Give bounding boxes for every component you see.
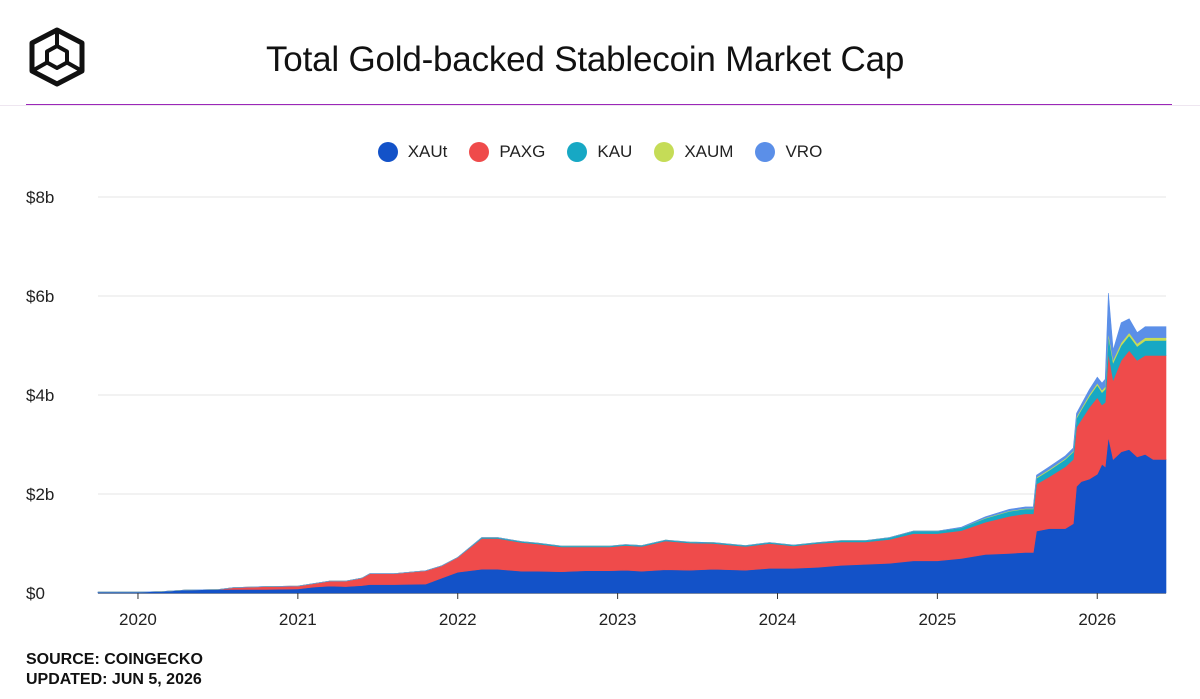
cube-logo-icon bbox=[29, 27, 85, 87]
legend-label: KAU bbox=[597, 142, 633, 161]
legend-label: XAUt bbox=[407, 142, 448, 161]
legend-swatch bbox=[755, 142, 776, 162]
legend-item-kau: KAU bbox=[567, 142, 632, 162]
x-tick-label: 2024 bbox=[759, 610, 797, 629]
source-label: SOURCE: COINGECKO bbox=[26, 651, 203, 668]
chart-legend: XAUt PAXG KAU XAUM VRO bbox=[0, 142, 1200, 162]
x-tick-label: 2023 bbox=[599, 610, 637, 629]
legend-swatch bbox=[377, 142, 398, 162]
y-tick-label: $8b bbox=[26, 188, 54, 207]
series-areas bbox=[97, 292, 1167, 594]
legend-label: PAXG bbox=[499, 142, 546, 161]
legend-label: XAUM bbox=[684, 142, 734, 161]
legend-swatch bbox=[567, 142, 588, 162]
legend-swatch bbox=[654, 142, 675, 162]
x-tick-label: 2025 bbox=[918, 610, 956, 629]
legend-item-paxg: PAXG bbox=[469, 142, 545, 162]
legend-item-vro: VRO bbox=[755, 142, 822, 162]
legend-label: VRO bbox=[785, 142, 823, 161]
y-axis-ticks: $0 $2b $4b $6b $8b bbox=[26, 188, 54, 603]
x-tick-label: 2022 bbox=[439, 610, 477, 629]
legend-swatch bbox=[469, 142, 490, 162]
source-note: SOURCE: COINGECKO UPDATED: JUN 5, 2026 bbox=[26, 650, 203, 690]
chart-title: Total Gold-backed Stablecoin Market Cap bbox=[266, 40, 905, 79]
y-tick-label: $2b bbox=[26, 485, 54, 504]
legend-item-xaut: XAUt bbox=[377, 142, 448, 162]
x-tick-label: 2026 bbox=[1078, 610, 1116, 629]
y-tick-label: $0 bbox=[26, 584, 45, 603]
header-divider bbox=[26, 104, 1172, 105]
y-tick-label: $6b bbox=[26, 287, 54, 306]
x-axis-ticks: 2020 2021 2022 2023 2024 2025 2026 bbox=[119, 593, 1116, 629]
y-tick-label: $4b bbox=[26, 386, 54, 405]
updated-label: UPDATED: JUN 5, 2026 bbox=[26, 671, 202, 688]
area-vro bbox=[98, 292, 1167, 593]
x-tick-label: 2021 bbox=[279, 610, 317, 629]
header-divider-shadow bbox=[0, 105, 1200, 106]
x-tick-label: 2020 bbox=[119, 610, 157, 629]
legend-item-xaum: XAUM bbox=[654, 142, 733, 162]
